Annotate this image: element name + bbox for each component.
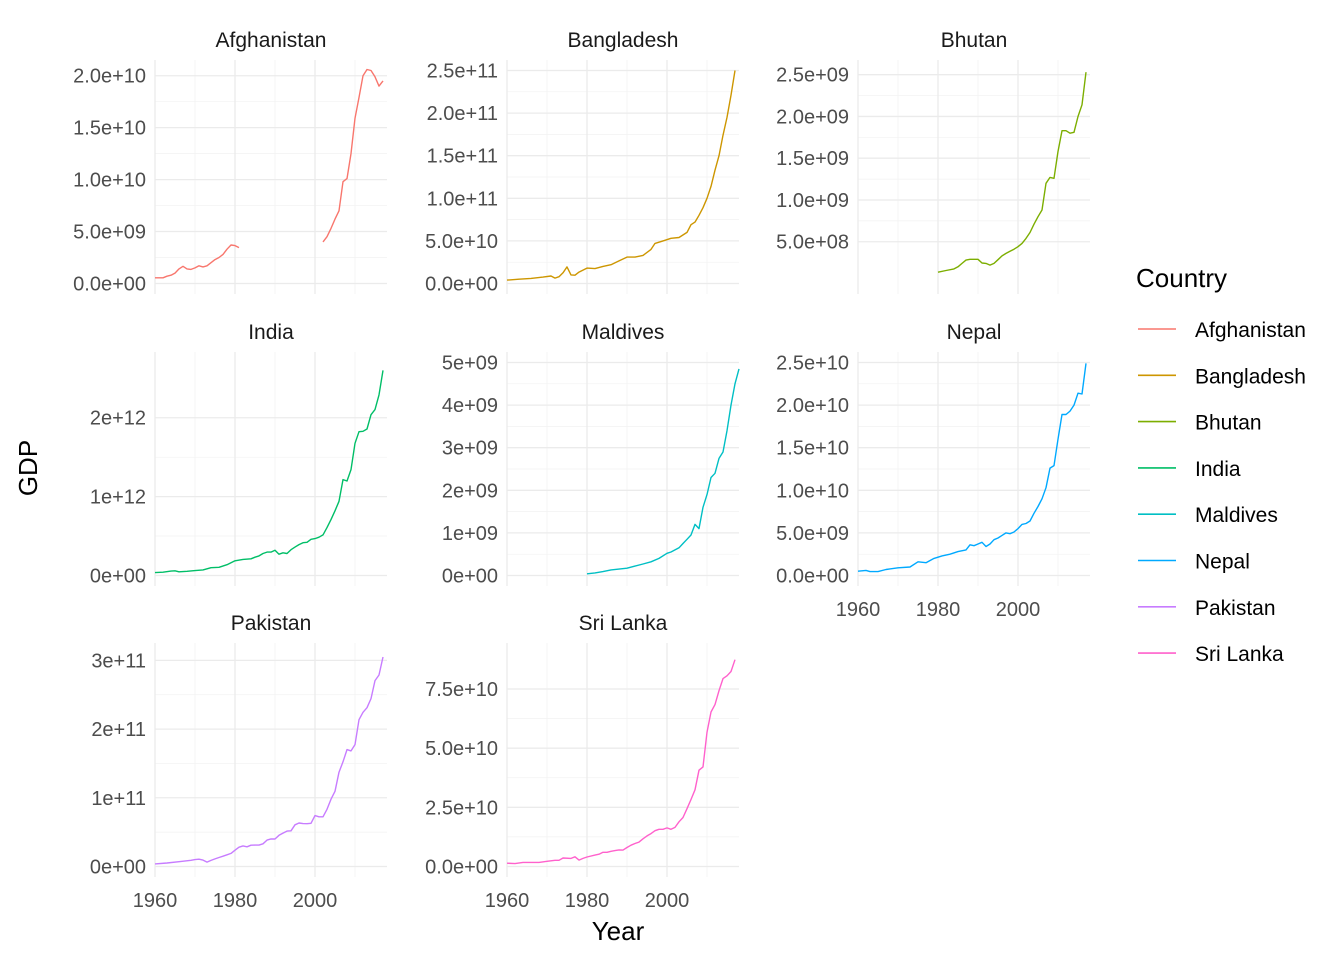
- legend-item-afghanistan: Afghanistan: [1138, 319, 1306, 342]
- y-tick-label: 1.5e+09: [776, 148, 849, 170]
- legend-item-nepal: Nepal: [1138, 551, 1250, 574]
- x-axis-title: Year: [592, 916, 645, 946]
- panel-title: Maldives: [582, 321, 665, 344]
- y-tick-label: 2.5e+09: [776, 65, 849, 87]
- y-tick-label: 5.0e+10: [425, 738, 498, 760]
- x-tick-label: 1980: [565, 890, 610, 912]
- legend-title: Country: [1136, 263, 1227, 293]
- y-axis-title: GDP: [13, 440, 43, 496]
- legend-item-sri-lanka: Sri Lanka: [1138, 643, 1284, 666]
- x-tick-label: 2000: [996, 599, 1041, 621]
- legend-items: Afghanistan Bangladesh Bhutan India Maldives…: [1138, 319, 1306, 666]
- x-tick-label: 1960: [485, 890, 530, 912]
- legend: Country Afghanistan Bangladesh Bhutan India…: [1136, 263, 1306, 666]
- legend-item-bangladesh: Bangladesh: [1138, 365, 1306, 388]
- legend-label: Bangladesh: [1195, 365, 1306, 388]
- y-tick-label: 5e+09: [442, 353, 498, 375]
- y-tick-label: 0.0e+00: [425, 856, 498, 878]
- series-line-bhutan: [937, 72, 1087, 273]
- panel-title: Sri Lanka: [579, 612, 668, 635]
- panel-maldives: 0e+00 1e+09 2e+09 3e+09 4e+09 5e+09 Maldives: [442, 321, 740, 587]
- panel-nepal: 0.0e+00 5.0e+09 1.0e+10 1.5e+10 2.0e+10 2.5e+…: [776, 321, 1090, 621]
- panel-title: Afghanistan: [216, 29, 327, 52]
- panel-pakistan: 0e+00 1e+11 2e+11 3e+11 Pakistan 1960 1980 2000: [90, 612, 387, 912]
- panel-title: Pakistan: [231, 612, 312, 635]
- series-line-india: [154, 370, 384, 574]
- legend-item-bhutan: Bhutan: [1138, 412, 1262, 435]
- y-tick-label: 1.0e+09: [776, 190, 849, 212]
- y-tick-label: 2.0e+11: [427, 103, 498, 125]
- facet-panels: 0.0e+00 5.0e+09 1.0e+10 1.5e+10 2.0e+10 Afgha…: [73, 29, 1090, 912]
- y-tick-label: 3e+11: [91, 650, 146, 672]
- legend-item-pakistan: Pakistan: [1138, 597, 1276, 620]
- panel-title: Bhutan: [941, 29, 1008, 52]
- panel-india: 0e+00 1e+12 2e+12 India: [90, 321, 387, 587]
- y-tick-label: 2e+11: [91, 719, 146, 741]
- panel-afghanistan: 0.0e+00 5.0e+09 1.0e+10 1.5e+10 2.0e+10 Afgha…: [73, 29, 387, 295]
- series-line-bangladesh: [506, 70, 736, 281]
- legend-label: Afghanistan: [1195, 319, 1306, 342]
- y-tick-label: 2e+12: [90, 408, 146, 430]
- panel-bangladesh: 0.0e+00 5.0e+10 1.0e+11 1.5e+11 2.0e+11 2.5e+…: [425, 29, 739, 295]
- x-tick-label: 1960: [836, 599, 881, 621]
- y-tick-label: 5.0e+08: [776, 232, 849, 254]
- y-tick-label: 1.0e+10: [73, 170, 146, 192]
- y-tick-label: 2e+09: [442, 480, 498, 502]
- legend-item-india: India: [1138, 458, 1241, 481]
- x-tick-label: 2000: [293, 890, 338, 912]
- legend-label: Nepal: [1195, 551, 1250, 574]
- x-tick-label: 2000: [645, 890, 690, 912]
- y-tick-label: 5.0e+09: [776, 523, 849, 545]
- legend-label: Maldives: [1195, 504, 1278, 527]
- legend-label: Bhutan: [1195, 412, 1262, 435]
- y-tick-label: 7.5e+10: [425, 679, 498, 701]
- x-tick-label: 1980: [213, 890, 258, 912]
- y-tick-label: 1.5e+10: [73, 118, 146, 140]
- y-tick-label: 1.0e+11: [427, 188, 498, 210]
- y-tick-label: 1e+09: [442, 523, 498, 545]
- y-tick-label: 1.5e+10: [776, 438, 849, 460]
- legend-label: Sri Lanka: [1195, 643, 1284, 666]
- series-line-nepal: [857, 363, 1087, 573]
- panel-bhutan: 5.0e+08 1.0e+09 1.5e+09 2.0e+09 2.5e+09 Bhuta…: [776, 29, 1090, 294]
- panel-sri-lanka: 0.0e+00 2.5e+10 5.0e+10 7.5e+10 Sri Lanka 196…: [425, 612, 739, 912]
- series-line-maldives: [586, 368, 740, 575]
- y-tick-label: 2.0e+10: [73, 66, 146, 88]
- y-tick-label: 0e+00: [442, 565, 498, 587]
- y-tick-label: 4e+09: [442, 395, 498, 417]
- y-tick-label: 2.5e+10: [425, 797, 498, 819]
- y-tick-label: 0e+00: [90, 565, 146, 587]
- y-tick-label: 0.0e+00: [73, 273, 146, 295]
- y-tick-label: 5.0e+09: [73, 222, 146, 244]
- y-tick-label: 0.0e+00: [425, 273, 498, 295]
- y-tick-label: 1.0e+10: [776, 480, 849, 502]
- y-tick-label: 2.0e+10: [776, 395, 849, 417]
- legend-item-maldives: Maldives: [1138, 504, 1278, 527]
- panel-title: Nepal: [947, 321, 1002, 344]
- panel-title: Bangladesh: [568, 29, 679, 52]
- y-tick-label: 2.5e+10: [776, 353, 849, 375]
- legend-label: India: [1195, 458, 1241, 481]
- panel-title: India: [248, 321, 294, 344]
- series-line-pakistan: [154, 656, 384, 865]
- series-line-sri-lanka: [506, 659, 736, 865]
- x-tick-label: 1960: [133, 890, 178, 912]
- x-tick-label: 1980: [916, 599, 961, 621]
- y-tick-label: 1e+11: [91, 788, 146, 810]
- y-tick-label: 0e+00: [90, 856, 146, 878]
- y-tick-label: 2.0e+09: [776, 106, 849, 128]
- y-tick-label: 1e+12: [90, 487, 146, 509]
- y-tick-label: 5.0e+10: [425, 231, 498, 253]
- y-tick-label: 3e+09: [442, 438, 498, 460]
- series-line-afghanistan: [322, 68, 384, 243]
- legend-label: Pakistan: [1195, 597, 1276, 620]
- y-tick-label: 2.5e+11: [427, 61, 498, 83]
- y-tick-label: 1.5e+11: [427, 146, 498, 168]
- y-tick-label: 0.0e+00: [776, 565, 849, 587]
- series-line-afghanistan: [155, 244, 240, 279]
